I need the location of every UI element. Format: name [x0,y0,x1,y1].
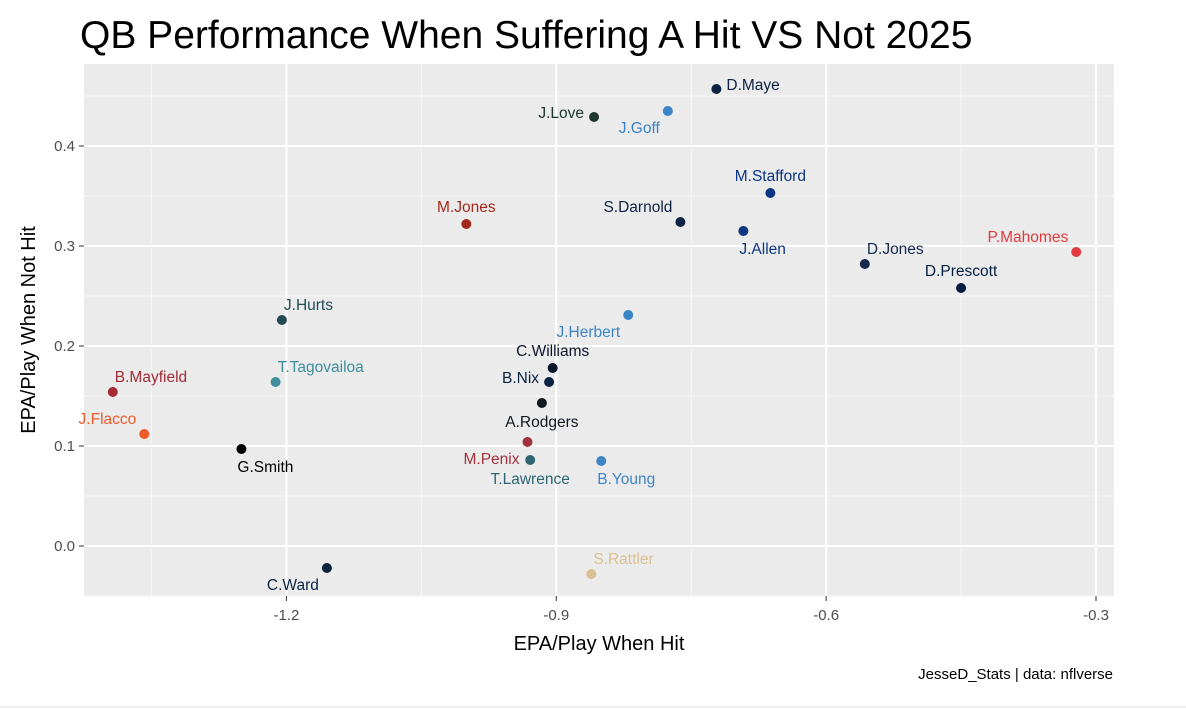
data-point [956,283,967,293]
point-label: D.Prescott [925,263,998,280]
y-tick-label: 0.4 [54,138,75,155]
y-tick-label: 0.0 [54,538,75,555]
data-points [107,84,1082,579]
point-label: T.Tagovailoa [278,359,365,376]
chart-title: QB Performance When Suffering A Hit VS N… [80,14,972,57]
point-label: J.Goff [619,120,661,137]
data-point [623,310,634,320]
point-label: A.Rodgers [505,414,578,431]
point-label: J.Flacco [79,411,137,428]
y-tick-label: 0.1 [54,438,75,455]
plot-panel [84,64,1114,596]
point-label: M.Jones [437,199,496,216]
data-point [236,444,247,454]
point-label: D.Jones [867,241,924,258]
point-label: S.Darnold [603,199,672,216]
point-label: T.Lawrence [491,471,570,488]
data-point [589,112,600,122]
x-tick-label: -0.3 [1083,607,1109,624]
data-point [321,563,332,573]
x-tick-label: -0.9 [543,607,569,624]
major-gridlines [84,64,1114,596]
point-label: P.Mahomes [988,229,1069,246]
data-point [738,226,749,236]
point-label: J.Hurts [284,297,333,314]
data-point [596,456,607,466]
data-point [547,363,558,373]
data-point [675,217,686,227]
point-label: G.Smith [237,459,293,476]
point-label: B.Nix [502,370,539,387]
point-label: S.Rattler [593,551,653,568]
x-axis-title: EPA/Play When Hit [514,633,685,655]
point-label: M.Stafford [735,168,806,185]
data-point [525,455,536,465]
y-tick-label: 0.2 [54,338,75,355]
data-point [544,377,555,387]
point-labels: D.Maye J.Love J.Goff M.Stafford S.Darnold J.A… [79,77,1069,594]
x-tick-label: -1.2 [273,607,299,624]
chart-caption: JesseD_Stats | data: nflverse [918,666,1113,683]
point-label: J.Love [538,105,584,122]
data-point [765,188,776,198]
data-point [1071,247,1082,257]
point-label: B.Mayfield [115,369,187,386]
point-label: J.Herbert [556,324,620,341]
x-axis-ticks: -1.2 -0.9 -0.6 -0.3 [273,596,1109,624]
point-label: M.Penix [463,451,519,468]
data-point [276,315,287,325]
data-point [586,569,597,579]
y-axis-ticks: 0.0 0.1 0.2 0.3 0.4 [54,138,84,555]
data-point [859,259,870,269]
minor-gridlines [84,64,1114,597]
data-point [107,387,118,397]
x-tick-label: -0.6 [813,607,839,624]
point-label: J.Allen [739,241,786,258]
data-point [139,429,150,439]
point-label: B.Young [597,471,655,488]
data-point [536,398,547,408]
data-point [461,219,472,229]
data-point [270,377,281,387]
data-point [522,437,533,447]
point-label: C.Williams [516,343,589,360]
data-point [662,106,673,116]
y-tick-label: 0.3 [54,238,75,255]
data-point [711,84,722,94]
y-axis-title: EPA/Play When Not Hit [18,226,40,434]
point-label: D.Maye [726,77,779,94]
point-label: C.Ward [267,577,319,594]
